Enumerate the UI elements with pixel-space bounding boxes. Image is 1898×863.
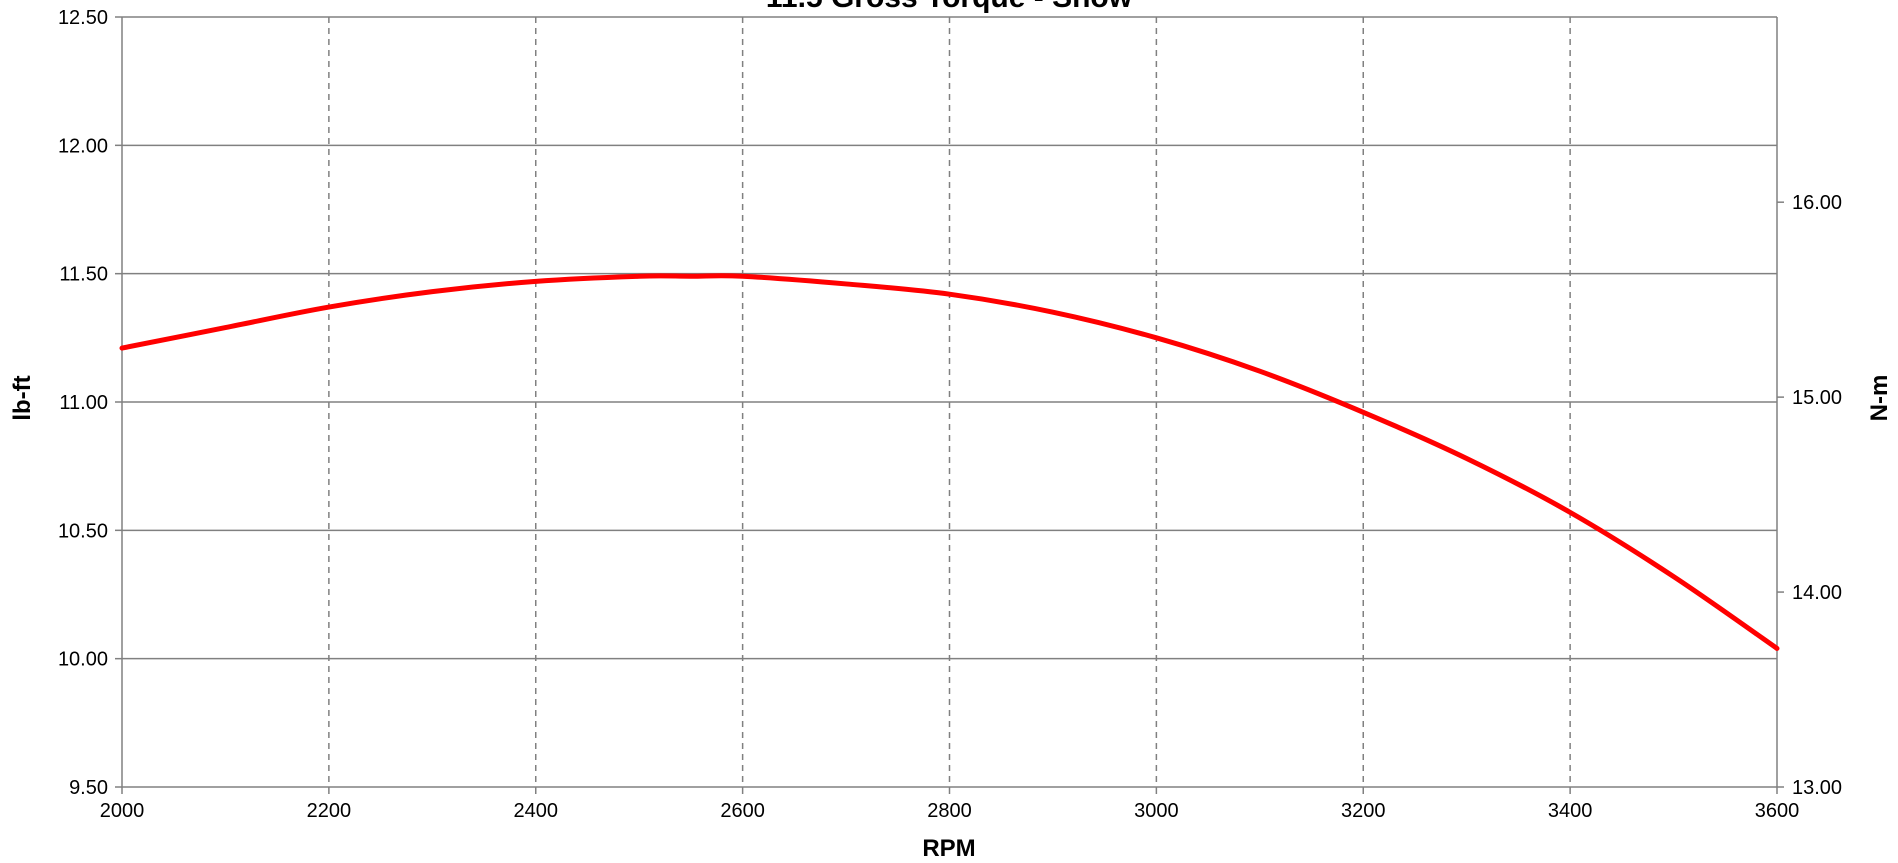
- y-axis-title: lb-ft: [9, 375, 36, 420]
- grid: [122, 16, 1777, 787]
- y-tick-label: 11.50: [59, 264, 108, 286]
- x-tick-label: 2800: [927, 800, 972, 822]
- y2-tick-label: 15.00: [1792, 387, 1842, 409]
- axes: [115, 16, 1784, 794]
- series-line: [119, 273, 1780, 651]
- x-tick-label: 2600: [720, 800, 765, 822]
- x-axis-title: RPM: [922, 835, 975, 862]
- tick-labels: 2000 2200 2400 2600 2800 3000 3200 3400 3600 9.50…: [58, 7, 1842, 822]
- chart-title: 11.5 Gross Torque - Snow: [766, 0, 1133, 14]
- y-tick-label: 9.50: [69, 777, 108, 799]
- x-tick-label: 3200: [1341, 800, 1386, 822]
- y-tick-label: 12.50: [58, 7, 108, 29]
- x-tick-label: 3400: [1548, 800, 1593, 822]
- x-tick-label: 2200: [307, 800, 352, 822]
- series: [119, 273, 1780, 651]
- y2-tick-label: 14.00: [1792, 582, 1842, 604]
- y-tick-label: 12.00: [58, 135, 108, 157]
- x-tick-label: 3000: [1134, 800, 1179, 822]
- x-tick-label: 2400: [514, 800, 559, 822]
- y2-tick-label: 16.00: [1792, 192, 1842, 214]
- x-tick-label: 2000: [100, 800, 145, 822]
- y2-axis-title: N-m: [1866, 375, 1893, 422]
- y2-tick-label: 13.00: [1792, 777, 1842, 799]
- y-tick-label: 11.00: [59, 392, 108, 414]
- x-tick-label: 3600: [1755, 800, 1800, 822]
- y-tick-label: 10.00: [58, 649, 108, 671]
- y-tick-label: 10.50: [58, 520, 108, 542]
